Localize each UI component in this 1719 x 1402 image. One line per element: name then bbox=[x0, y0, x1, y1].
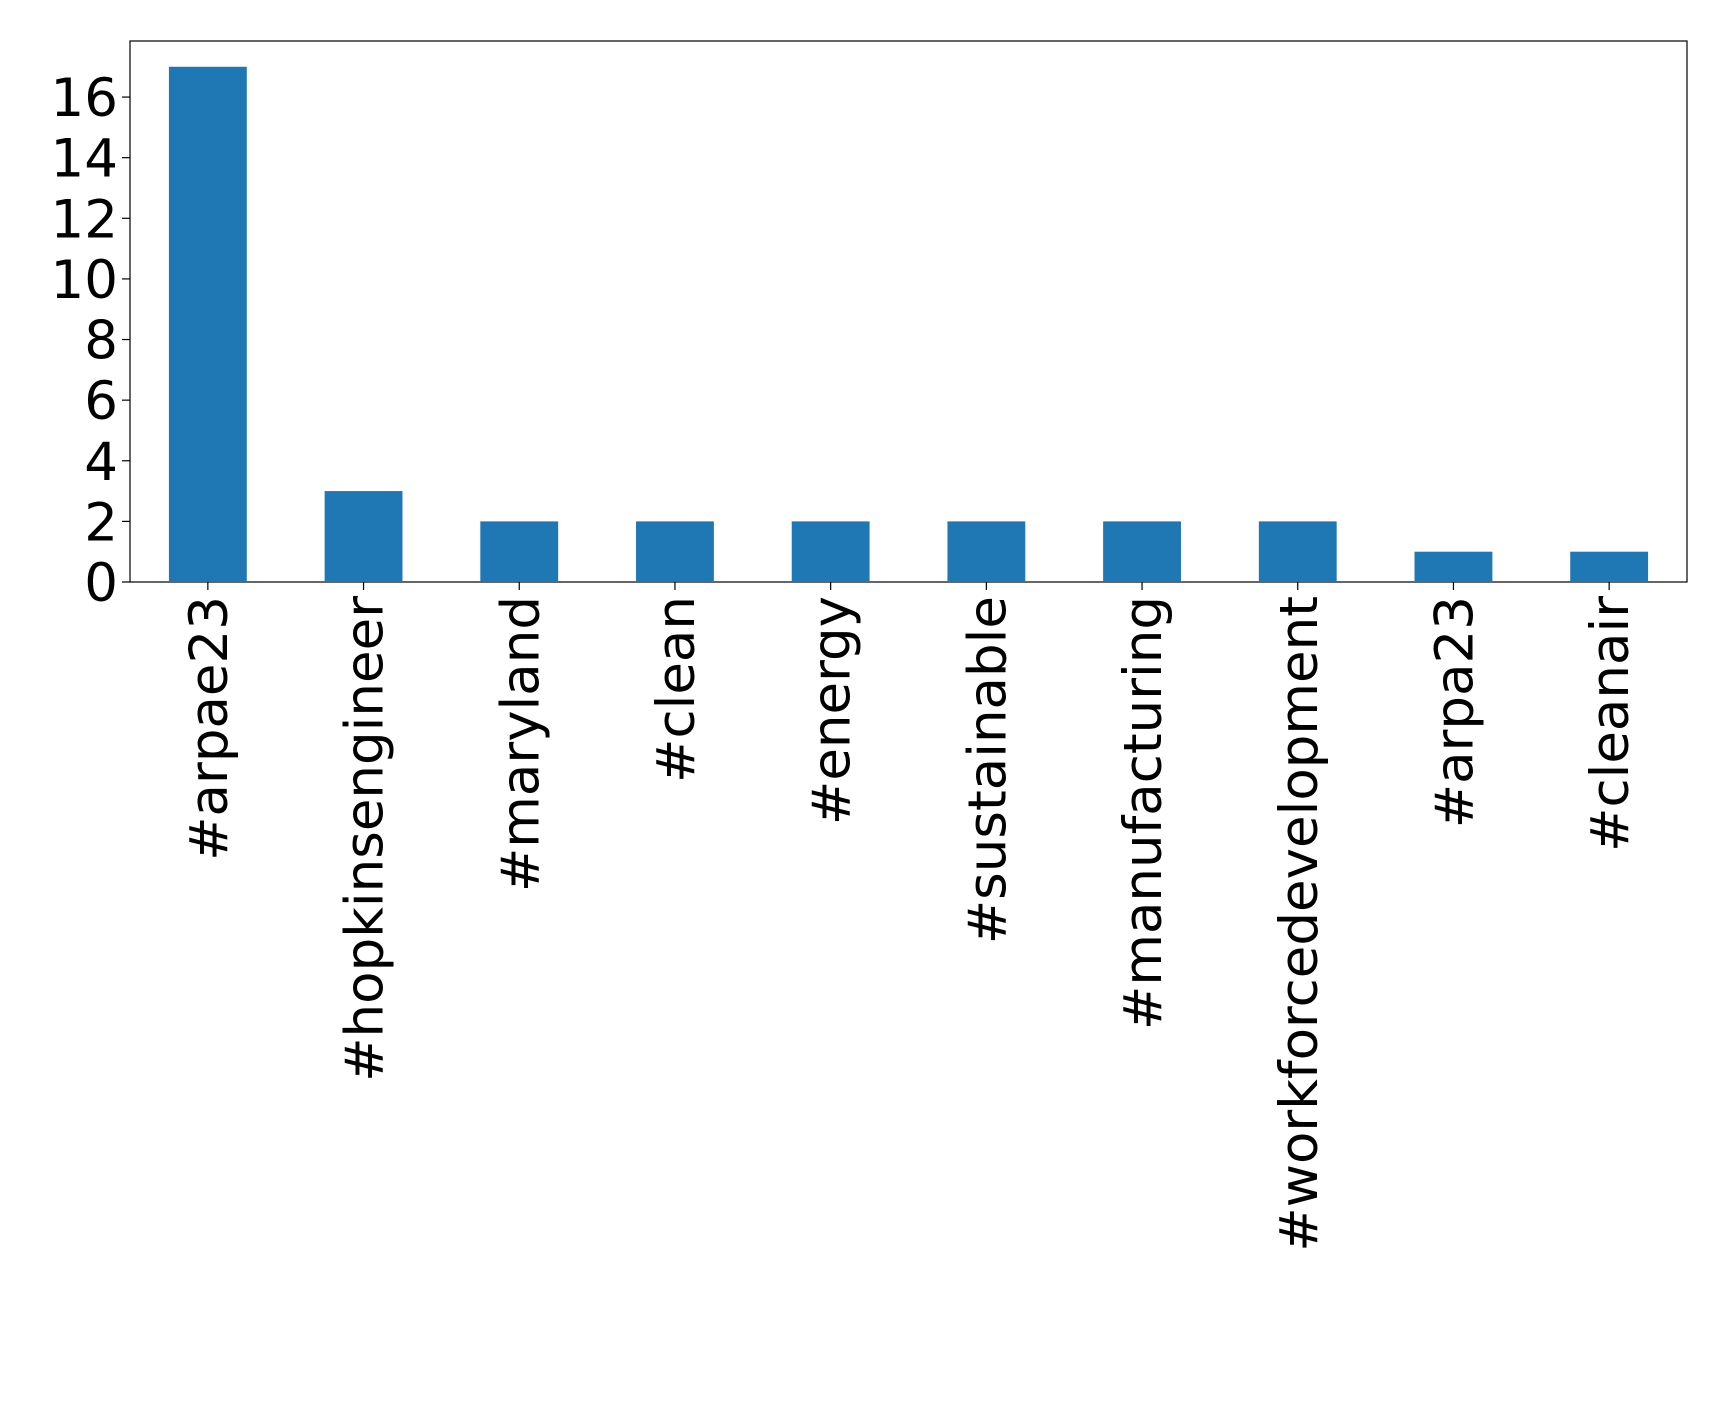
y-tick-label: 8 bbox=[84, 311, 118, 372]
bar bbox=[1103, 521, 1181, 582]
bar bbox=[324, 491, 403, 582]
x-tick-label: #clean bbox=[646, 596, 707, 783]
y-tick-label: 16 bbox=[51, 68, 118, 129]
bar bbox=[947, 521, 1026, 582]
y-tick-label: 0 bbox=[84, 553, 118, 614]
bar bbox=[791, 521, 870, 582]
bar bbox=[1258, 521, 1337, 582]
x-tick-label: #energy bbox=[802, 596, 863, 825]
y-tick-label: 4 bbox=[84, 432, 118, 493]
y-tick-label: 10 bbox=[51, 250, 118, 311]
bar bbox=[636, 521, 714, 582]
x-tick-label: #arpae23 bbox=[179, 596, 240, 861]
x-tick-label: #workforcedevelopment bbox=[1269, 596, 1330, 1252]
y-tick-label: 14 bbox=[51, 129, 118, 190]
x-tick-label: #manufacturing bbox=[1113, 596, 1174, 1030]
bar bbox=[480, 521, 559, 582]
y-tick-label: 6 bbox=[84, 371, 118, 432]
x-tick-label: #maryland bbox=[490, 596, 551, 892]
bar bbox=[1414, 551, 1493, 582]
x-tick-label: #cleanair bbox=[1580, 596, 1641, 852]
plot-frame bbox=[129, 40, 1688, 583]
bar bbox=[1570, 551, 1649, 582]
y-tick-label: 2 bbox=[84, 492, 118, 553]
y-tick-label: 12 bbox=[51, 189, 118, 250]
x-tick-label: #hopkinsengineer bbox=[335, 596, 396, 1082]
bar bbox=[168, 66, 247, 582]
x-tick-label: #arpa23 bbox=[1424, 596, 1485, 828]
x-tick-label: #sustainable bbox=[957, 596, 1018, 944]
